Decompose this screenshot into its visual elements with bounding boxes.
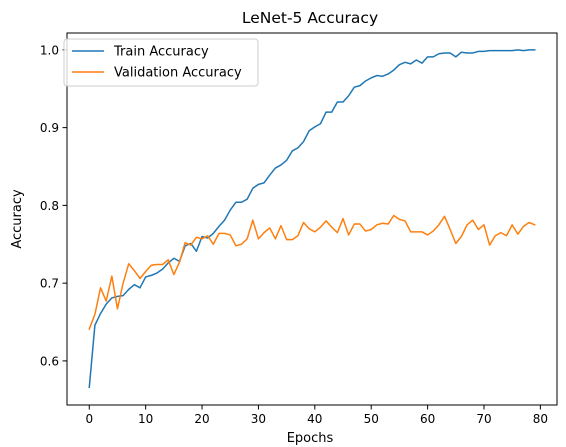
y-tick-label: 0.8 [40, 199, 59, 213]
series-layer [88, 49, 536, 389]
series-line-train-accuracy [88, 49, 536, 389]
x-tick-label: 70 [476, 412, 491, 426]
x-tick-label: 80 [533, 412, 548, 426]
y-axis-label: Accuracy [10, 189, 25, 249]
y-tick-label: 1.0 [40, 43, 59, 57]
x-tick-label: 30 [251, 412, 266, 426]
x-tick-label: 20 [194, 412, 209, 426]
x-tick-label: 0 [85, 412, 93, 426]
x-tick-label: 50 [364, 412, 379, 426]
legend-label-train: Train Accuracy [113, 45, 209, 60]
chart-title: LeNet-5 Accuracy [242, 9, 378, 27]
axes-frame [66, 32, 558, 406]
legend-label-validation: Validation Accuracy [114, 66, 242, 81]
y-tick-label: 0.9 [40, 121, 59, 135]
legend-box [63, 38, 259, 87]
ticks-layer: 0 10 20 30 40 50 60 70 80 0.6 0.7 0.8 0.9 1.0 [40, 43, 548, 426]
x-tick-label: 60 [420, 412, 435, 426]
legend: Train Accuracy Validation Accuracy [63, 38, 259, 87]
series-line-validation-accuracy [88, 214, 536, 330]
x-tick-label: 10 [138, 412, 153, 426]
x-tick-label: 40 [307, 412, 322, 426]
y-tick-label: 0.7 [40, 277, 59, 291]
y-tick-label: 0.6 [40, 354, 59, 368]
x-axis-label: Epochs [287, 431, 334, 446]
